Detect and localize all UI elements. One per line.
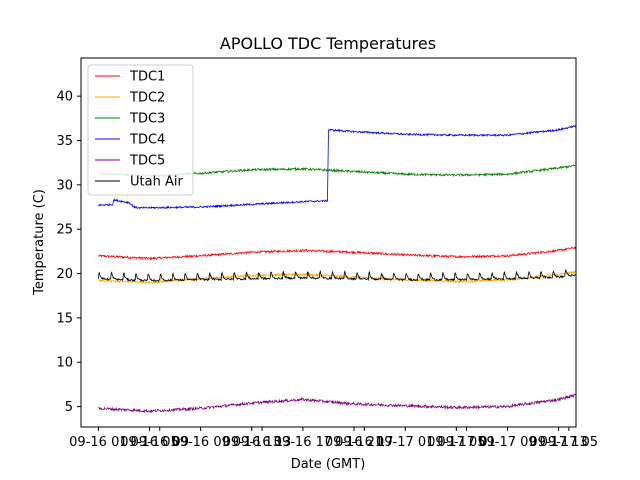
series-line-tdc1 xyxy=(98,245,577,261)
series-line-tdc2 xyxy=(98,270,577,285)
legend-label: TDC5 xyxy=(129,154,165,169)
chart-title: APOLLO TDC Temperatures xyxy=(220,34,436,53)
legend-label: TDC4 xyxy=(129,133,165,148)
series-line-tdc5 xyxy=(98,393,577,414)
y-tick-label: 25 xyxy=(56,223,73,238)
x-tick-label: 09-17 13 xyxy=(529,435,587,450)
x-tick-overlay-label: 09-16 09 xyxy=(131,435,189,450)
series-line-utah-air xyxy=(97,269,577,283)
x-tick-label: 09-16 09 xyxy=(171,435,229,450)
legend-label: TDC1 xyxy=(129,70,165,85)
x-tick-label: 09-17 09 xyxy=(478,435,536,450)
legend-label: TDC3 xyxy=(129,112,165,127)
legend-label: TDC2 xyxy=(129,91,165,106)
y-axis-label: Temperature (C) xyxy=(32,189,47,296)
x-tick-overlay-label: 09-17 01 xyxy=(437,435,495,450)
x-tick-overlay-label: 09-16 17 xyxy=(335,435,393,450)
x-tick-label: 09-16 01 xyxy=(69,435,127,450)
x-tick-label: 09-16 21 xyxy=(325,435,383,450)
x-tick-overlay-label: 09-16 13 xyxy=(233,435,291,450)
y-tick-label: 35 xyxy=(56,134,73,149)
x-tick-overlay-label: 09-17 05 xyxy=(540,435,598,450)
x-tick-label: 09-16 13 xyxy=(223,435,281,450)
y-tick-label: 40 xyxy=(56,90,73,105)
legend-box xyxy=(87,64,194,196)
y-tick-label: 30 xyxy=(56,178,73,193)
x-tick-label: 09-16 17 xyxy=(274,435,332,450)
y-axis: 5 10 15 20 25 30 35 40 xyxy=(56,90,81,415)
y-tick-label: 5 xyxy=(65,400,73,415)
series-line-tdc4 xyxy=(98,125,577,210)
x-axis-label: Date (GMT) xyxy=(291,457,366,472)
x-tick-label: 09-17 05 xyxy=(427,435,485,450)
plot-frame xyxy=(80,57,577,428)
y-tick-label: 15 xyxy=(56,311,73,326)
y-tick-label: 20 xyxy=(56,267,73,282)
y-tick-label: 10 xyxy=(56,356,73,371)
legend: TDC1 TDC2 TDC3 TDC4 TDC5 Utah Air xyxy=(87,64,194,196)
x-tick-label: 09-16 05 xyxy=(120,435,178,450)
legend-label: Utah Air xyxy=(130,175,183,190)
x-tick-label: 09-17 01 xyxy=(376,435,434,450)
